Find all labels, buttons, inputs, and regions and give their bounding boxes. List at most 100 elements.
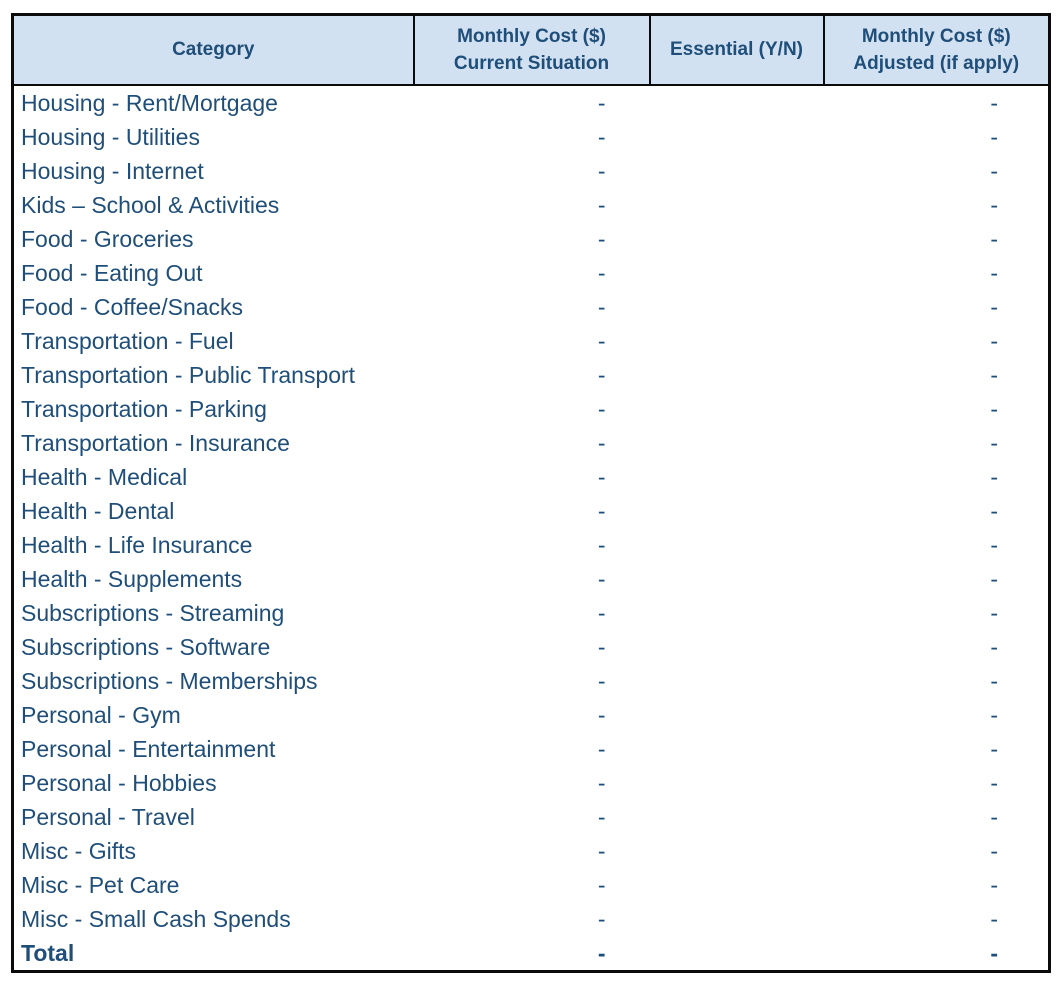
header-label: Monthly Cost ($) (861, 25, 1011, 47)
adjusted-cost-cell: - (990, 701, 998, 728)
essential-cell (650, 596, 824, 630)
category-cell: Health - Dental (21, 497, 175, 524)
adjusted-cost-cell: - (990, 939, 998, 966)
header-label-line2: Adjusted (if apply) (853, 52, 1020, 74)
table-row: Personal - Hobbies - - (13, 766, 1050, 800)
essential-cell (650, 494, 824, 528)
adjusted-cost-cell: - (990, 191, 998, 218)
essential-cell (650, 324, 824, 358)
category-cell: Subscriptions - Streaming (21, 599, 285, 626)
adjusted-cost-cell: - (990, 429, 998, 456)
essential-cell (650, 902, 824, 936)
essential-cell (650, 698, 824, 732)
adjusted-cost-cell: - (990, 463, 998, 490)
adjusted-cost-cell: - (990, 123, 998, 150)
column-header-essential: Essential (Y/N) (648, 13, 825, 86)
category-cell: Health - Medical (21, 463, 188, 490)
current-cost-cell: - (597, 259, 606, 286)
table-row: Transportation - Parking - - (13, 392, 1050, 426)
current-cost-cell: - (597, 123, 606, 150)
header-label: Monthly Cost ($) (457, 25, 606, 47)
current-cost-cell: - (597, 531, 606, 558)
essential-cell (650, 630, 824, 664)
table-row: Food - Coffee/Snacks - - (13, 290, 1050, 324)
current-cost-cell: - (597, 225, 606, 252)
adjusted-cost-cell: - (990, 259, 998, 286)
adjusted-cost-cell: - (990, 667, 998, 694)
header-label: Essential (Y/N) (669, 39, 804, 61)
current-cost-cell: - (597, 565, 606, 592)
essential-cell (650, 664, 824, 698)
essential-cell (650, 85, 824, 120)
column-header-category: Category (11, 13, 415, 86)
essential-cell (650, 562, 824, 596)
essential-cell (650, 834, 824, 868)
category-cell: Housing - Utilities (21, 123, 200, 150)
table-row: Health - Medical - - (13, 460, 1050, 494)
category-cell: Transportation - Parking (21, 395, 267, 422)
table-row: Food - Eating Out - - (13, 256, 1050, 290)
adjusted-cost-cell: - (990, 871, 998, 898)
essential-cell (650, 188, 824, 222)
category-cell: Misc - Small Cash Spends (21, 905, 291, 932)
category-cell: Transportation - Fuel (21, 327, 234, 354)
adjusted-cost-cell: - (990, 905, 998, 932)
current-cost-cell: - (597, 871, 606, 898)
table-row: Subscriptions - Streaming - - (13, 596, 1050, 630)
essential-cell (650, 936, 824, 972)
current-cost-cell: - (597, 769, 606, 796)
current-cost-cell: - (597, 191, 606, 218)
current-cost-cell: - (597, 395, 606, 422)
budget-table: Category Monthly Cost ($) Current Situat… (11, 13, 1051, 973)
current-cost-cell: - (597, 361, 606, 388)
current-cost-cell: - (597, 463, 606, 490)
adjusted-cost-cell: - (990, 497, 998, 524)
category-cell: Personal - Gym (21, 701, 181, 728)
essential-cell (650, 868, 824, 902)
category-cell: Misc - Pet Care (21, 871, 180, 898)
table-row: Personal - Travel - - (13, 800, 1050, 834)
category-cell: Personal - Travel (21, 803, 195, 830)
current-cost-cell: - (597, 837, 606, 864)
table-row: Subscriptions - Software - - (13, 630, 1050, 664)
category-cell: Housing - Rent/Mortgage (21, 89, 278, 116)
category-cell: Subscriptions - Software (21, 633, 271, 660)
category-cell: Housing - Internet (21, 157, 204, 184)
essential-cell (650, 766, 824, 800)
adjusted-cost-cell: - (990, 293, 998, 320)
category-cell: Subscriptions - Memberships (21, 667, 318, 694)
essential-cell (650, 460, 824, 494)
current-cost-cell: - (597, 803, 606, 830)
current-cost-cell: - (597, 939, 606, 966)
essential-cell (650, 290, 824, 324)
table-row: Kids – School & Activities - - (13, 188, 1050, 222)
table-row: Health - Dental - - (13, 494, 1050, 528)
adjusted-cost-cell: - (990, 361, 998, 388)
adjusted-cost-cell: - (990, 157, 998, 184)
category-cell: Transportation - Public Transport (21, 361, 356, 388)
header-label-line2: Current Situation (453, 52, 610, 74)
table-row: Housing - Utilities - - (13, 120, 1050, 154)
current-cost-cell: - (597, 497, 606, 524)
category-cell: Personal - Entertainment (21, 735, 276, 762)
essential-cell (650, 426, 824, 460)
table-row: Transportation - Public Transport - - (13, 358, 1050, 392)
budget-table-header: Category Monthly Cost ($) Current Situat… (11, 13, 1051, 86)
current-cost-cell: - (597, 89, 606, 116)
table-row: Misc - Small Cash Spends - - (13, 902, 1050, 936)
essential-cell (650, 528, 824, 562)
current-cost-cell: - (597, 667, 606, 694)
category-cell: Personal - Hobbies (21, 769, 217, 796)
essential-cell (650, 732, 824, 766)
table-row: Health - Life Insurance - - (13, 528, 1050, 562)
adjusted-cost-cell: - (990, 89, 998, 116)
current-cost-cell: - (597, 293, 606, 320)
header-row: Category Monthly Cost ($) Current Situat… (11, 13, 1051, 86)
essential-cell (650, 800, 824, 834)
table-row: Misc - Gifts - - (13, 834, 1050, 868)
category-cell: Health - Life Insurance (21, 531, 253, 558)
adjusted-cost-cell: - (990, 225, 998, 252)
adjusted-cost-cell: - (990, 395, 998, 422)
current-cost-cell: - (597, 633, 606, 660)
